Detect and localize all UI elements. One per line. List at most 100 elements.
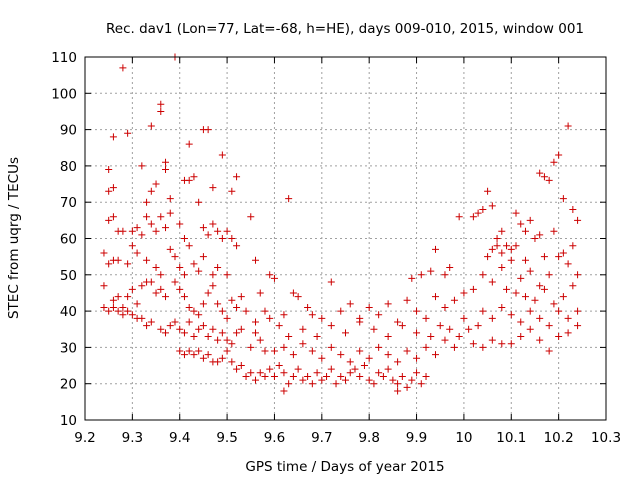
data-point bbox=[479, 205, 487, 213]
data-point bbox=[299, 376, 307, 384]
data-point bbox=[195, 267, 203, 275]
data-point bbox=[308, 347, 316, 355]
data-point bbox=[403, 296, 411, 304]
data-point bbox=[521, 293, 529, 301]
data-point bbox=[209, 325, 217, 333]
data-point bbox=[195, 198, 203, 206]
data-point bbox=[413, 307, 421, 315]
y-tick-label: 60 bbox=[60, 232, 77, 248]
data-point bbox=[162, 329, 170, 337]
data-point bbox=[356, 314, 364, 322]
data-point bbox=[204, 351, 212, 359]
x-axis-label: GPS time / Days of year 2015 bbox=[245, 459, 444, 475]
data-point bbox=[114, 293, 122, 301]
data-point bbox=[493, 235, 501, 242]
data-point bbox=[261, 307, 269, 315]
y-tick-label: 20 bbox=[60, 377, 77, 393]
data-point bbox=[536, 169, 544, 177]
x-tick-label: 9.9 bbox=[406, 430, 427, 446]
data-point bbox=[427, 333, 435, 341]
data-point bbox=[242, 307, 250, 315]
data-point bbox=[574, 216, 582, 224]
data-point bbox=[128, 242, 136, 250]
data-point bbox=[157, 325, 165, 333]
data-point bbox=[564, 260, 572, 268]
data-point bbox=[119, 311, 127, 319]
data-point bbox=[199, 322, 207, 330]
y-tick-label: 30 bbox=[60, 340, 77, 356]
data-point bbox=[403, 347, 411, 355]
data-point bbox=[157, 285, 165, 293]
data-point bbox=[540, 285, 548, 293]
data-point bbox=[484, 187, 492, 195]
data-point bbox=[266, 314, 274, 322]
data-point bbox=[474, 209, 482, 217]
data-point bbox=[394, 318, 402, 326]
data-point bbox=[536, 282, 544, 290]
data-point bbox=[384, 333, 392, 341]
data-point bbox=[143, 198, 151, 206]
data-point bbox=[389, 376, 397, 384]
data-point bbox=[228, 235, 236, 242]
data-point bbox=[394, 380, 402, 388]
x-tick-label: 9.8 bbox=[358, 430, 379, 446]
data-point bbox=[323, 372, 331, 380]
data-point bbox=[398, 322, 406, 330]
data-point bbox=[503, 242, 511, 250]
data-point bbox=[413, 329, 421, 337]
data-point bbox=[417, 380, 425, 388]
data-point bbox=[498, 303, 506, 311]
data-point bbox=[488, 202, 496, 210]
data-point bbox=[422, 372, 430, 380]
x-tick-label: 9.2 bbox=[74, 430, 95, 446]
data-point bbox=[569, 205, 577, 213]
data-point bbox=[204, 333, 212, 341]
data-point bbox=[517, 318, 525, 326]
data-point bbox=[270, 347, 278, 355]
data-point bbox=[109, 133, 117, 141]
data-point bbox=[157, 100, 165, 108]
y-tick-label: 90 bbox=[60, 123, 77, 139]
data-point bbox=[488, 314, 496, 322]
data-point bbox=[450, 296, 458, 304]
data-point bbox=[574, 271, 582, 279]
data-point bbox=[460, 314, 468, 322]
data-point bbox=[384, 300, 392, 308]
data-point bbox=[218, 151, 226, 159]
data-point bbox=[195, 325, 203, 333]
data-point bbox=[555, 307, 563, 315]
data-point bbox=[375, 311, 383, 319]
data-point bbox=[360, 362, 368, 370]
data-point bbox=[195, 311, 203, 319]
data-point bbox=[498, 340, 506, 348]
data-point bbox=[521, 256, 529, 264]
data-point bbox=[147, 318, 155, 326]
data-point bbox=[289, 351, 297, 359]
data-point bbox=[190, 351, 198, 359]
data-point bbox=[569, 242, 577, 250]
data-points bbox=[100, 53, 582, 395]
data-point bbox=[285, 333, 293, 341]
y-axis-label: STEC from uqrg / TECUs bbox=[6, 157, 22, 319]
data-point bbox=[526, 307, 534, 315]
data-point bbox=[507, 256, 515, 264]
data-point bbox=[446, 325, 454, 333]
data-point bbox=[289, 289, 297, 297]
data-point bbox=[512, 289, 520, 297]
data-point bbox=[526, 267, 534, 275]
y-tick-label: 50 bbox=[60, 268, 77, 284]
data-point bbox=[550, 300, 558, 308]
data-point bbox=[270, 274, 278, 282]
data-point bbox=[185, 347, 193, 355]
data-point bbox=[223, 227, 231, 235]
data-point bbox=[507, 245, 515, 253]
data-point bbox=[375, 343, 383, 351]
data-point bbox=[124, 129, 132, 137]
data-point bbox=[398, 372, 406, 380]
data-point bbox=[479, 343, 487, 351]
data-point bbox=[218, 354, 226, 362]
data-point bbox=[190, 260, 198, 268]
data-point bbox=[124, 260, 132, 268]
data-point bbox=[327, 343, 335, 351]
data-point bbox=[199, 300, 207, 308]
